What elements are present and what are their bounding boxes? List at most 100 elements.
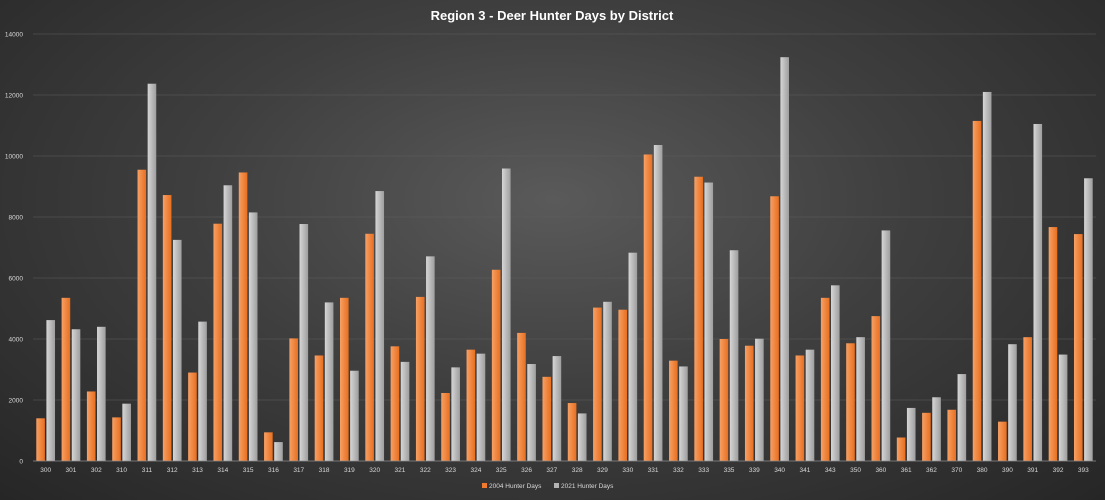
bar-series2-335 <box>729 250 739 461</box>
y-tick-label: 2000 <box>9 397 24 404</box>
bar-series2-350 <box>856 337 865 461</box>
bar-series2-360 <box>881 230 891 461</box>
x-tick-label: 324 <box>470 467 481 474</box>
y-tick-label: 0 <box>19 458 23 465</box>
bar-series2-325 <box>501 168 511 461</box>
bar-series1-318 <box>314 355 324 461</box>
bar-series2-390 <box>1008 344 1017 461</box>
bar-series2-341 <box>805 349 815 461</box>
x-tick-label: 320 <box>369 467 380 474</box>
bar-series2-323 <box>451 367 460 461</box>
x-tick-label: 341 <box>800 467 811 474</box>
bar-series2-316 <box>274 442 283 461</box>
bar-series1-313 <box>188 372 197 461</box>
x-tick-label: 327 <box>546 467 557 474</box>
legend-swatch <box>482 483 487 488</box>
bar-series2-340 <box>780 57 789 462</box>
bar-series1-393 <box>1073 234 1083 461</box>
bar-series2-326 <box>527 364 536 461</box>
x-tick-label: 331 <box>648 467 659 474</box>
bar-series2-391 <box>1033 123 1043 461</box>
bar-series1-361 <box>896 437 906 461</box>
bar-series1-314 <box>213 223 223 461</box>
bar-series1-324 <box>466 349 476 461</box>
bar-series1-362 <box>922 412 931 461</box>
x-tick-label: 392 <box>1053 467 1064 474</box>
bar-series1-310 <box>112 417 121 461</box>
bar-series1-302 <box>86 391 96 461</box>
y-tick-label: 6000 <box>9 275 24 282</box>
bar-series2-392 <box>1058 354 1068 461</box>
bar-series1-380 <box>972 120 982 462</box>
bar-series1-312 <box>162 195 172 462</box>
x-tick-label: 322 <box>420 467 431 474</box>
bar-series1-392 <box>1048 227 1058 461</box>
bar-series1-331 <box>643 154 653 461</box>
y-tick-label: 12000 <box>5 92 23 99</box>
y-tick-label: 8000 <box>9 214 24 221</box>
x-tick-label: 335 <box>724 467 735 474</box>
bar-series2-380 <box>982 91 992 461</box>
bar-series2-320 <box>375 191 385 461</box>
x-tick-label: 380 <box>977 467 988 474</box>
bar-series2-311 <box>147 83 157 461</box>
x-tick-label: 343 <box>825 467 836 474</box>
x-tick-label: 339 <box>749 467 760 474</box>
x-tick-label: 325 <box>496 467 507 474</box>
bar-series1-340 <box>770 196 779 461</box>
bar-series1-341 <box>795 355 805 461</box>
bar-series1-319 <box>340 297 349 461</box>
bar-series2-317 <box>299 224 309 461</box>
bar-series2-319 <box>350 370 359 461</box>
x-tick-label: 310 <box>116 467 127 474</box>
bar-series1-326 <box>517 332 526 461</box>
bar-series1-330 <box>618 309 628 461</box>
bar-series2-343 <box>831 285 840 461</box>
x-tick-label: 328 <box>572 467 583 474</box>
legend: 2004 Hunter Days 2021 Hunter Days <box>482 483 614 490</box>
bar-series2-324 <box>476 353 486 461</box>
x-tick-label: 360 <box>875 467 886 474</box>
bar-series1-321 <box>390 346 400 461</box>
bar-series2-327 <box>552 356 562 461</box>
bar-series2-321 <box>400 361 410 461</box>
x-tick-label: 321 <box>395 467 406 474</box>
legend-label: 2004 Hunter Days <box>489 483 542 490</box>
bar-series2-332 <box>679 366 688 461</box>
x-tick-label: 319 <box>344 467 355 474</box>
x-tick-label: 314 <box>217 467 228 474</box>
bar-series1-320 <box>365 233 374 461</box>
bar-series2-312 <box>172 239 182 461</box>
x-tick-label: 350 <box>850 467 861 474</box>
bar-series1-391 <box>1023 337 1032 461</box>
legend-swatch <box>554 483 559 488</box>
bar-series2-318 <box>324 302 334 461</box>
x-tick-label: 340 <box>774 467 785 474</box>
x-tick-label: 361 <box>901 467 912 474</box>
legend-label: 2021 Hunter Days <box>561 483 614 490</box>
bar-series1-316 <box>264 432 273 461</box>
bar-series2-361 <box>906 407 916 461</box>
bar-series2-333 <box>704 182 714 461</box>
bar-series1-343 <box>820 297 830 461</box>
x-tick-label: 393 <box>1078 467 1089 474</box>
x-tick-label: 315 <box>243 467 254 474</box>
bar-series1-332 <box>669 360 678 461</box>
x-tick-label: 332 <box>673 467 684 474</box>
bar-series1-317 <box>289 338 298 461</box>
x-tick-label: 326 <box>521 467 532 474</box>
bar-series1-390 <box>998 421 1007 461</box>
bar-series1-360 <box>871 316 881 461</box>
x-tick-label: 313 <box>192 467 203 474</box>
bar-series2-328 <box>577 413 587 461</box>
x-tick-label: 323 <box>445 467 456 474</box>
x-tick-label: 317 <box>293 467 304 474</box>
bar-series2-302 <box>97 326 106 461</box>
bar-series2-339 <box>755 338 764 461</box>
bar-series2-330 <box>628 252 638 461</box>
bar-series1-339 <box>744 345 754 461</box>
x-tick-label: 301 <box>66 467 77 474</box>
x-tick-label: 318 <box>319 467 330 474</box>
bar-series1-329 <box>593 307 602 461</box>
